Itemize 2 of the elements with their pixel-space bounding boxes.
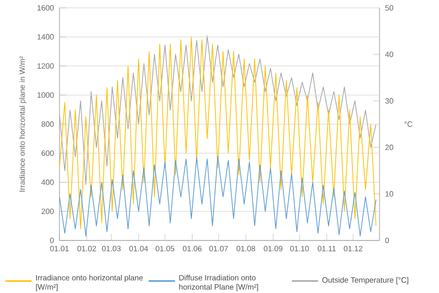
- line-series: [59, 36, 376, 230]
- line-series: [59, 156, 376, 236]
